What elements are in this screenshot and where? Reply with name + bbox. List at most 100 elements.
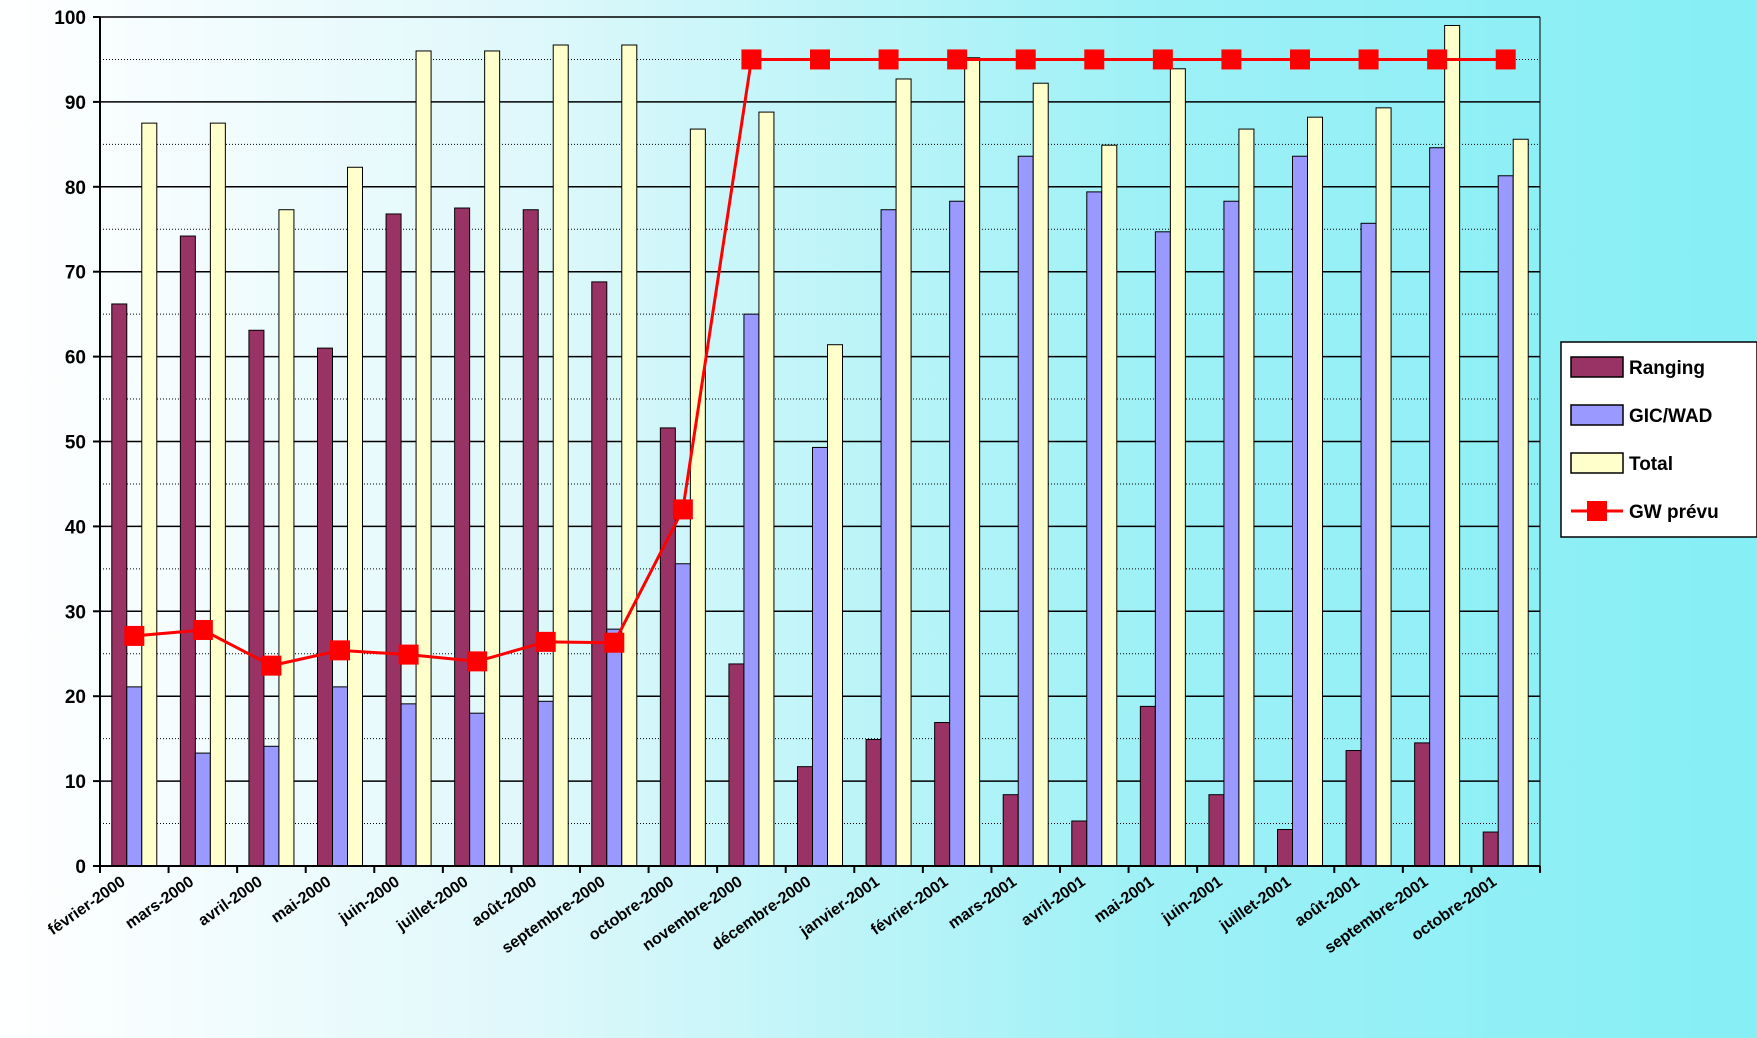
bar-gic-wad — [126, 686, 143, 867]
x-tick-label: mars-2000 — [123, 873, 198, 932]
gw-prevu-line-series — [124, 49, 1516, 676]
legend-swatch — [1570, 404, 1624, 426]
bar-total — [484, 50, 501, 867]
bar-gic-wad — [606, 628, 623, 867]
bar-total — [209, 122, 226, 867]
y-tick-labels: 0 10 20 30 40 50 60 70 80 90 100 — [54, 8, 86, 878]
bar-total — [964, 57, 981, 867]
bar-ranging — [934, 722, 951, 867]
bar-total — [1375, 107, 1392, 867]
line-marker — [810, 49, 830, 70]
y-tick-label: 50 — [65, 433, 86, 454]
bar-total — [621, 44, 638, 867]
y-tick-label: 90 — [65, 93, 86, 114]
bar-total — [278, 209, 295, 867]
bar-ranging — [865, 738, 882, 867]
legend-label: GIC/WAD — [1629, 406, 1712, 427]
x-tick-label: avril-2001 — [1018, 873, 1088, 929]
bars — [111, 24, 1529, 867]
line-marker — [535, 631, 556, 652]
axes — [93, 16, 1541, 873]
line-marker — [672, 499, 693, 520]
line-marker — [1015, 49, 1036, 70]
bar-ranging — [385, 213, 402, 867]
bar-gic-wad — [880, 209, 897, 867]
line-marker — [1358, 49, 1379, 70]
bar-gic-wad — [1497, 175, 1514, 867]
legend-swatch — [1570, 452, 1624, 474]
bar-total — [1238, 128, 1255, 867]
bar-ranging — [179, 235, 196, 867]
bar-gic-wad — [743, 313, 760, 867]
y-tick-label: 20 — [65, 687, 86, 708]
bar-ranging — [111, 303, 128, 867]
bar-gic-wad — [537, 700, 554, 867]
bar-total — [758, 111, 775, 867]
bar-ranging — [728, 663, 745, 867]
line-marker — [467, 651, 488, 672]
x-tick-label: mai-2001 — [1091, 873, 1157, 926]
bar-ranging — [317, 347, 333, 867]
x-tick-label: avril-2000 — [195, 873, 265, 929]
line-marker — [1221, 49, 1242, 70]
y-tick-label: 40 — [65, 517, 86, 538]
x-tick-label: février-2000 — [45, 873, 128, 939]
line-marker — [1427, 49, 1448, 70]
bar-gic-wad — [194, 752, 211, 867]
bar-total — [1444, 24, 1461, 867]
bar-total — [1101, 144, 1118, 867]
bar-gic-wad — [1154, 231, 1171, 867]
bar-gic-wad — [1223, 200, 1240, 867]
bar-total — [1307, 116, 1323, 867]
bar-ranging — [659, 427, 676, 867]
bar-total — [1169, 68, 1186, 867]
bar-ranging — [1208, 794, 1225, 867]
bar-gic-wad — [332, 686, 348, 867]
bar-ranging — [454, 207, 471, 867]
legend-swatch-marker — [1587, 501, 1607, 521]
y-tick-label: 70 — [65, 263, 86, 284]
line-marker — [261, 655, 282, 676]
bar-total — [141, 122, 158, 867]
bar-ranging — [1482, 831, 1499, 867]
line-marker — [192, 619, 213, 640]
line-marker — [1152, 49, 1173, 70]
bar-total — [1032, 82, 1049, 867]
x-tick-label: juillet-2001 — [1216, 873, 1294, 935]
line-marker — [604, 632, 625, 653]
bar-gic-wad — [469, 712, 486, 867]
bar-ranging — [248, 329, 265, 867]
legend-label: GW prévu — [1629, 502, 1719, 523]
y-tick-label: 60 — [65, 348, 86, 369]
bar-gic-wad — [1017, 155, 1034, 867]
bar-total — [895, 78, 912, 867]
bar-ranging — [1071, 820, 1088, 867]
bar-ranging — [522, 209, 539, 867]
bar-ranging — [1414, 742, 1431, 867]
bar-total — [827, 344, 843, 867]
bar-ranging — [1002, 794, 1019, 867]
x-tick-label: juin-2000 — [335, 873, 402, 927]
bar-ranging — [1139, 705, 1156, 867]
bar-gic-wad — [949, 200, 966, 867]
legend-label: Total — [1629, 454, 1673, 475]
bar-gic-wad — [1360, 222, 1377, 867]
line-marker — [1084, 49, 1105, 70]
y-tick-label: 10 — [65, 772, 86, 793]
bar-gic-wad — [1292, 155, 1308, 867]
bar-gic-wad — [674, 563, 691, 867]
y-tick-label: 80 — [65, 178, 86, 199]
x-tick-label: février-2001 — [868, 873, 951, 939]
bar-total — [415, 50, 432, 867]
line-marker — [398, 644, 419, 665]
x-tick-label: mars-2001 — [945, 873, 1020, 932]
bar-gic-wad — [812, 446, 828, 867]
bar-ranging — [591, 281, 608, 867]
bar-ranging — [1277, 828, 1293, 867]
line-marker — [1495, 49, 1516, 70]
line-marker — [741, 49, 762, 70]
x-tick-label: juillet-2000 — [393, 873, 471, 935]
bar-gic-wad — [1086, 191, 1103, 867]
